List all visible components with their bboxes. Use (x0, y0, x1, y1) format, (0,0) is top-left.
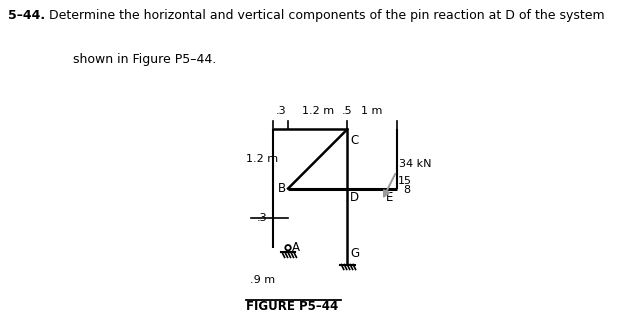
Text: shown in Figure P5–44.: shown in Figure P5–44. (41, 53, 216, 66)
Text: FIGURE P5–44: FIGURE P5–44 (246, 300, 339, 310)
Text: 1 m: 1 m (361, 106, 382, 116)
Text: 1.2 m: 1.2 m (302, 106, 334, 116)
Text: E: E (386, 191, 394, 204)
Text: Determine the horizontal and vertical components of the pin reaction at D of the: Determine the horizontal and vertical co… (41, 9, 604, 22)
Text: 8: 8 (403, 184, 410, 195)
Text: 34 kN: 34 kN (399, 159, 432, 169)
Text: 1.2 m: 1.2 m (246, 154, 278, 164)
Text: 5–44.: 5–44. (8, 9, 45, 22)
Text: 15: 15 (398, 176, 411, 186)
Text: G: G (350, 247, 359, 260)
Text: A: A (292, 241, 300, 254)
Text: C: C (350, 134, 359, 147)
Text: .5: .5 (342, 106, 352, 116)
Text: B: B (278, 182, 285, 195)
Text: .3: .3 (257, 213, 268, 223)
Text: .3: .3 (275, 106, 286, 116)
Text: .9 m: .9 m (250, 275, 275, 285)
Text: D: D (350, 191, 359, 204)
